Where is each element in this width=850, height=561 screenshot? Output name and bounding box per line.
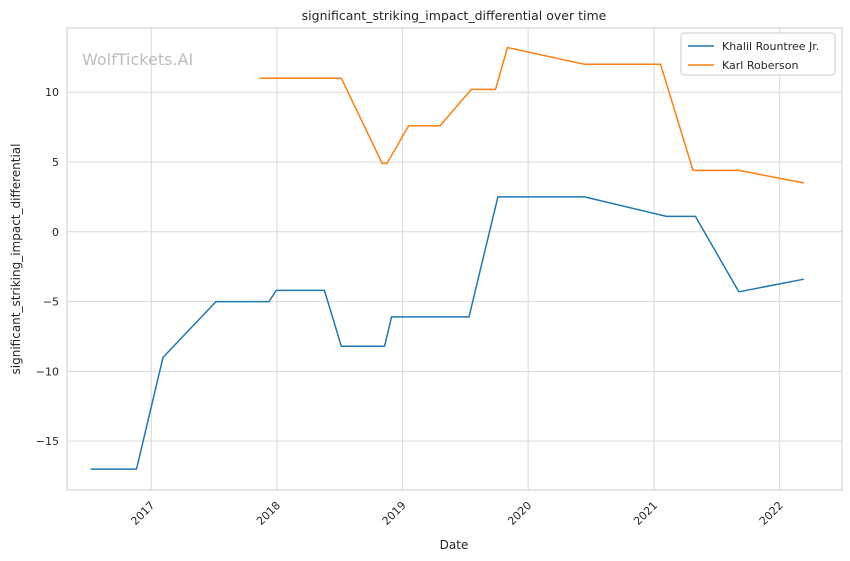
legend: Khalil Rountree Jr. Karl Roberson: [680, 32, 836, 76]
y-tick-label: −5: [43, 296, 59, 309]
y-tick-label: 0: [52, 226, 59, 239]
x-axis-label: Date: [440, 538, 469, 552]
y-axis-label: significant_striking_impact_differential: [9, 144, 23, 375]
y-tick-label: 5: [52, 156, 59, 169]
y-tick-label: 10: [45, 86, 59, 99]
grid: [67, 28, 842, 490]
y-tick-label: −15: [36, 435, 59, 448]
series-line-1: [259, 46, 804, 184]
legend-label: Karl Roberson: [722, 59, 798, 72]
y-tick-label: −10: [36, 365, 59, 378]
plot-area-frame: [66, 27, 843, 491]
series-layer: [90, 46, 804, 470]
legend-label: Khalil Rountree Jr.: [722, 40, 819, 53]
watermark: WolfTickets.AI: [82, 50, 193, 69]
chart-title: significant_striking_impact_differential…: [302, 8, 607, 23]
series-line-0: [90, 196, 804, 470]
legend-box: [680, 32, 836, 76]
